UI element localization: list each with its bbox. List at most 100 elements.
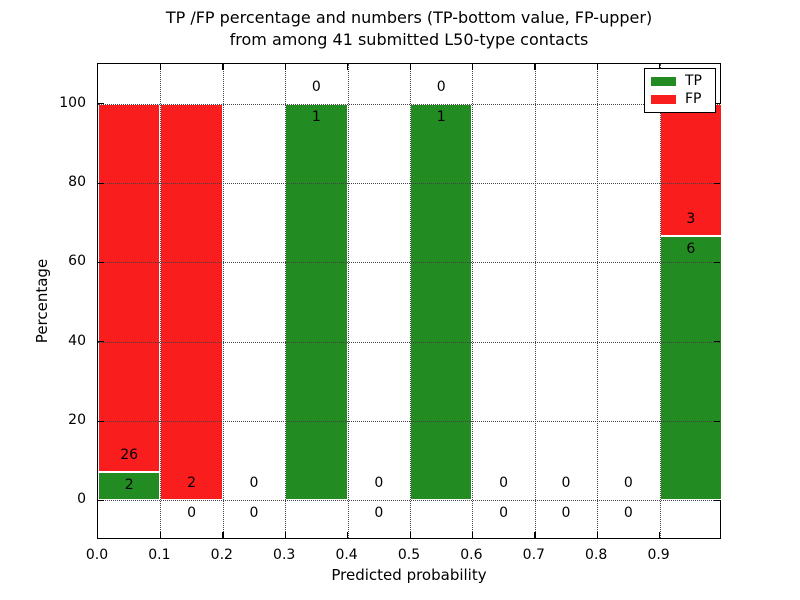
x-tick-label: 0.2 xyxy=(210,547,233,563)
tp-bar-segment xyxy=(659,235,722,501)
grid-line-vertical xyxy=(160,64,162,538)
tp-count-label: 0 xyxy=(249,505,259,522)
y-tick-label: 40 xyxy=(68,332,86,349)
x-tick-label: 0.5 xyxy=(397,547,421,563)
x-axis-label: Predicted probability xyxy=(331,566,487,584)
grid-line-horizontal xyxy=(98,500,720,502)
x-tick-mark xyxy=(284,64,286,70)
x-tick-mark xyxy=(471,532,474,538)
fp-count-label: 0 xyxy=(436,78,446,95)
tp-color-swatch xyxy=(651,76,676,86)
x-tick-mark xyxy=(409,64,411,70)
x-tick-label: 0.6 xyxy=(460,547,483,563)
x-tick-label: 0.7 xyxy=(522,547,545,563)
y-axis-label: Percentage xyxy=(33,258,51,344)
grid-line-vertical xyxy=(222,64,224,538)
x-tick-mark xyxy=(659,64,661,70)
fp-bar-segment xyxy=(160,103,223,501)
grid-line-horizontal xyxy=(98,262,720,264)
grid-line-vertical xyxy=(659,64,661,538)
y-tick-mark xyxy=(98,420,104,422)
tp-count-label: 1 xyxy=(311,108,321,125)
grid-line-vertical xyxy=(597,64,599,538)
x-tick-mark xyxy=(596,64,598,70)
x-tick-mark xyxy=(659,532,661,538)
x-tick-label: 0.8 xyxy=(585,547,608,563)
x-tick-mark xyxy=(471,64,474,70)
grid-line-horizontal xyxy=(98,183,720,184)
x-tick-label: 0.4 xyxy=(335,547,358,563)
plot-area: TP FP 26 2 2 0 0 0 0 1 0 0 0 1 0 0 0 0 0 0 3 6 xyxy=(97,63,722,539)
x-tick-mark xyxy=(347,64,349,70)
x-tick-mark xyxy=(347,532,349,538)
grid-line-vertical xyxy=(534,64,536,538)
y-tick-label: 20 xyxy=(68,412,86,428)
y-tick-mark xyxy=(714,420,720,422)
tp-count-label: 2 xyxy=(124,477,134,494)
y-tick-mark xyxy=(98,103,104,105)
tp-count-label: 0 xyxy=(374,505,384,522)
chart-title: TP /FP percentage and numbers (TP-bottom… xyxy=(97,7,721,51)
fp-bar-segment xyxy=(98,103,161,472)
tp-count-label: 0 xyxy=(561,505,571,522)
fp-count-label: 26 xyxy=(120,446,139,463)
grid-line-vertical xyxy=(472,64,474,538)
y-tick-label: 100 xyxy=(59,94,86,111)
x-tick-mark xyxy=(284,532,286,538)
fp-count-label: 3 xyxy=(686,210,696,227)
fp-count-label: 0 xyxy=(561,475,571,492)
y-tick-label: 80 xyxy=(68,174,86,190)
y-tick-mark xyxy=(98,499,104,502)
tp-count-label: 0 xyxy=(499,505,509,522)
y-tick-label: 0 xyxy=(77,491,86,508)
tp-count-label: 0 xyxy=(623,505,633,522)
y-tick-mark xyxy=(98,261,104,264)
legend-item-tp: TP xyxy=(651,72,709,89)
legend-label-fp: FP xyxy=(685,91,702,108)
fp-count-label: 0 xyxy=(374,475,384,492)
grid-line-horizontal xyxy=(98,421,720,422)
grid-line-vertical xyxy=(347,64,349,538)
legend-label-tp: TP xyxy=(685,72,702,89)
y-tick-mark xyxy=(714,103,720,105)
chart-title-line1: TP /FP percentage and numbers (TP-bottom… xyxy=(165,8,653,27)
fp-count-label: 0 xyxy=(499,475,509,492)
grid-line-horizontal xyxy=(98,103,720,105)
x-tick-mark xyxy=(534,532,536,538)
y-tick-mark xyxy=(714,341,720,343)
tp-count-label: 0 xyxy=(187,505,197,522)
y-tick-label: 60 xyxy=(68,253,86,270)
tp-bar-segment xyxy=(98,472,161,501)
x-tick-mark xyxy=(222,64,224,70)
tp-bar-segment xyxy=(410,103,473,501)
grid-line-vertical xyxy=(410,64,411,538)
x-tick-label: 0.0 xyxy=(85,547,109,563)
y-tick-mark xyxy=(714,261,720,264)
tp-count-label: 1 xyxy=(436,108,446,125)
y-tick-mark xyxy=(714,182,720,184)
y-tick-mark xyxy=(714,499,720,502)
legend-item-fp: FP xyxy=(651,92,709,107)
x-tick-mark xyxy=(222,532,224,538)
fp-count-label: 0 xyxy=(623,475,633,492)
tp-bar-segment xyxy=(285,103,348,501)
grid-line-vertical xyxy=(285,64,287,538)
x-tick-label: 0.3 xyxy=(273,547,296,563)
x-tick-mark xyxy=(534,64,536,70)
y-tick-mark xyxy=(98,182,104,184)
x-tick-mark xyxy=(409,532,411,538)
x-tick-label: 0.9 xyxy=(647,547,670,563)
fp-bar-segment xyxy=(659,103,722,236)
fp-count-label: 0 xyxy=(249,475,259,492)
y-tick-mark xyxy=(98,341,104,343)
tp-count-label: 6 xyxy=(686,240,696,257)
x-tick-label: 0.1 xyxy=(148,547,171,563)
fp-count-label: 0 xyxy=(311,78,321,95)
x-tick-mark xyxy=(596,532,598,538)
fp-count-label: 2 xyxy=(187,475,197,492)
x-tick-mark xyxy=(159,64,162,70)
legend: TP FP xyxy=(644,68,716,113)
chart-title-line2: from among 41 submitted L50-type contact… xyxy=(229,30,589,49)
fp-color-swatch xyxy=(651,95,676,105)
